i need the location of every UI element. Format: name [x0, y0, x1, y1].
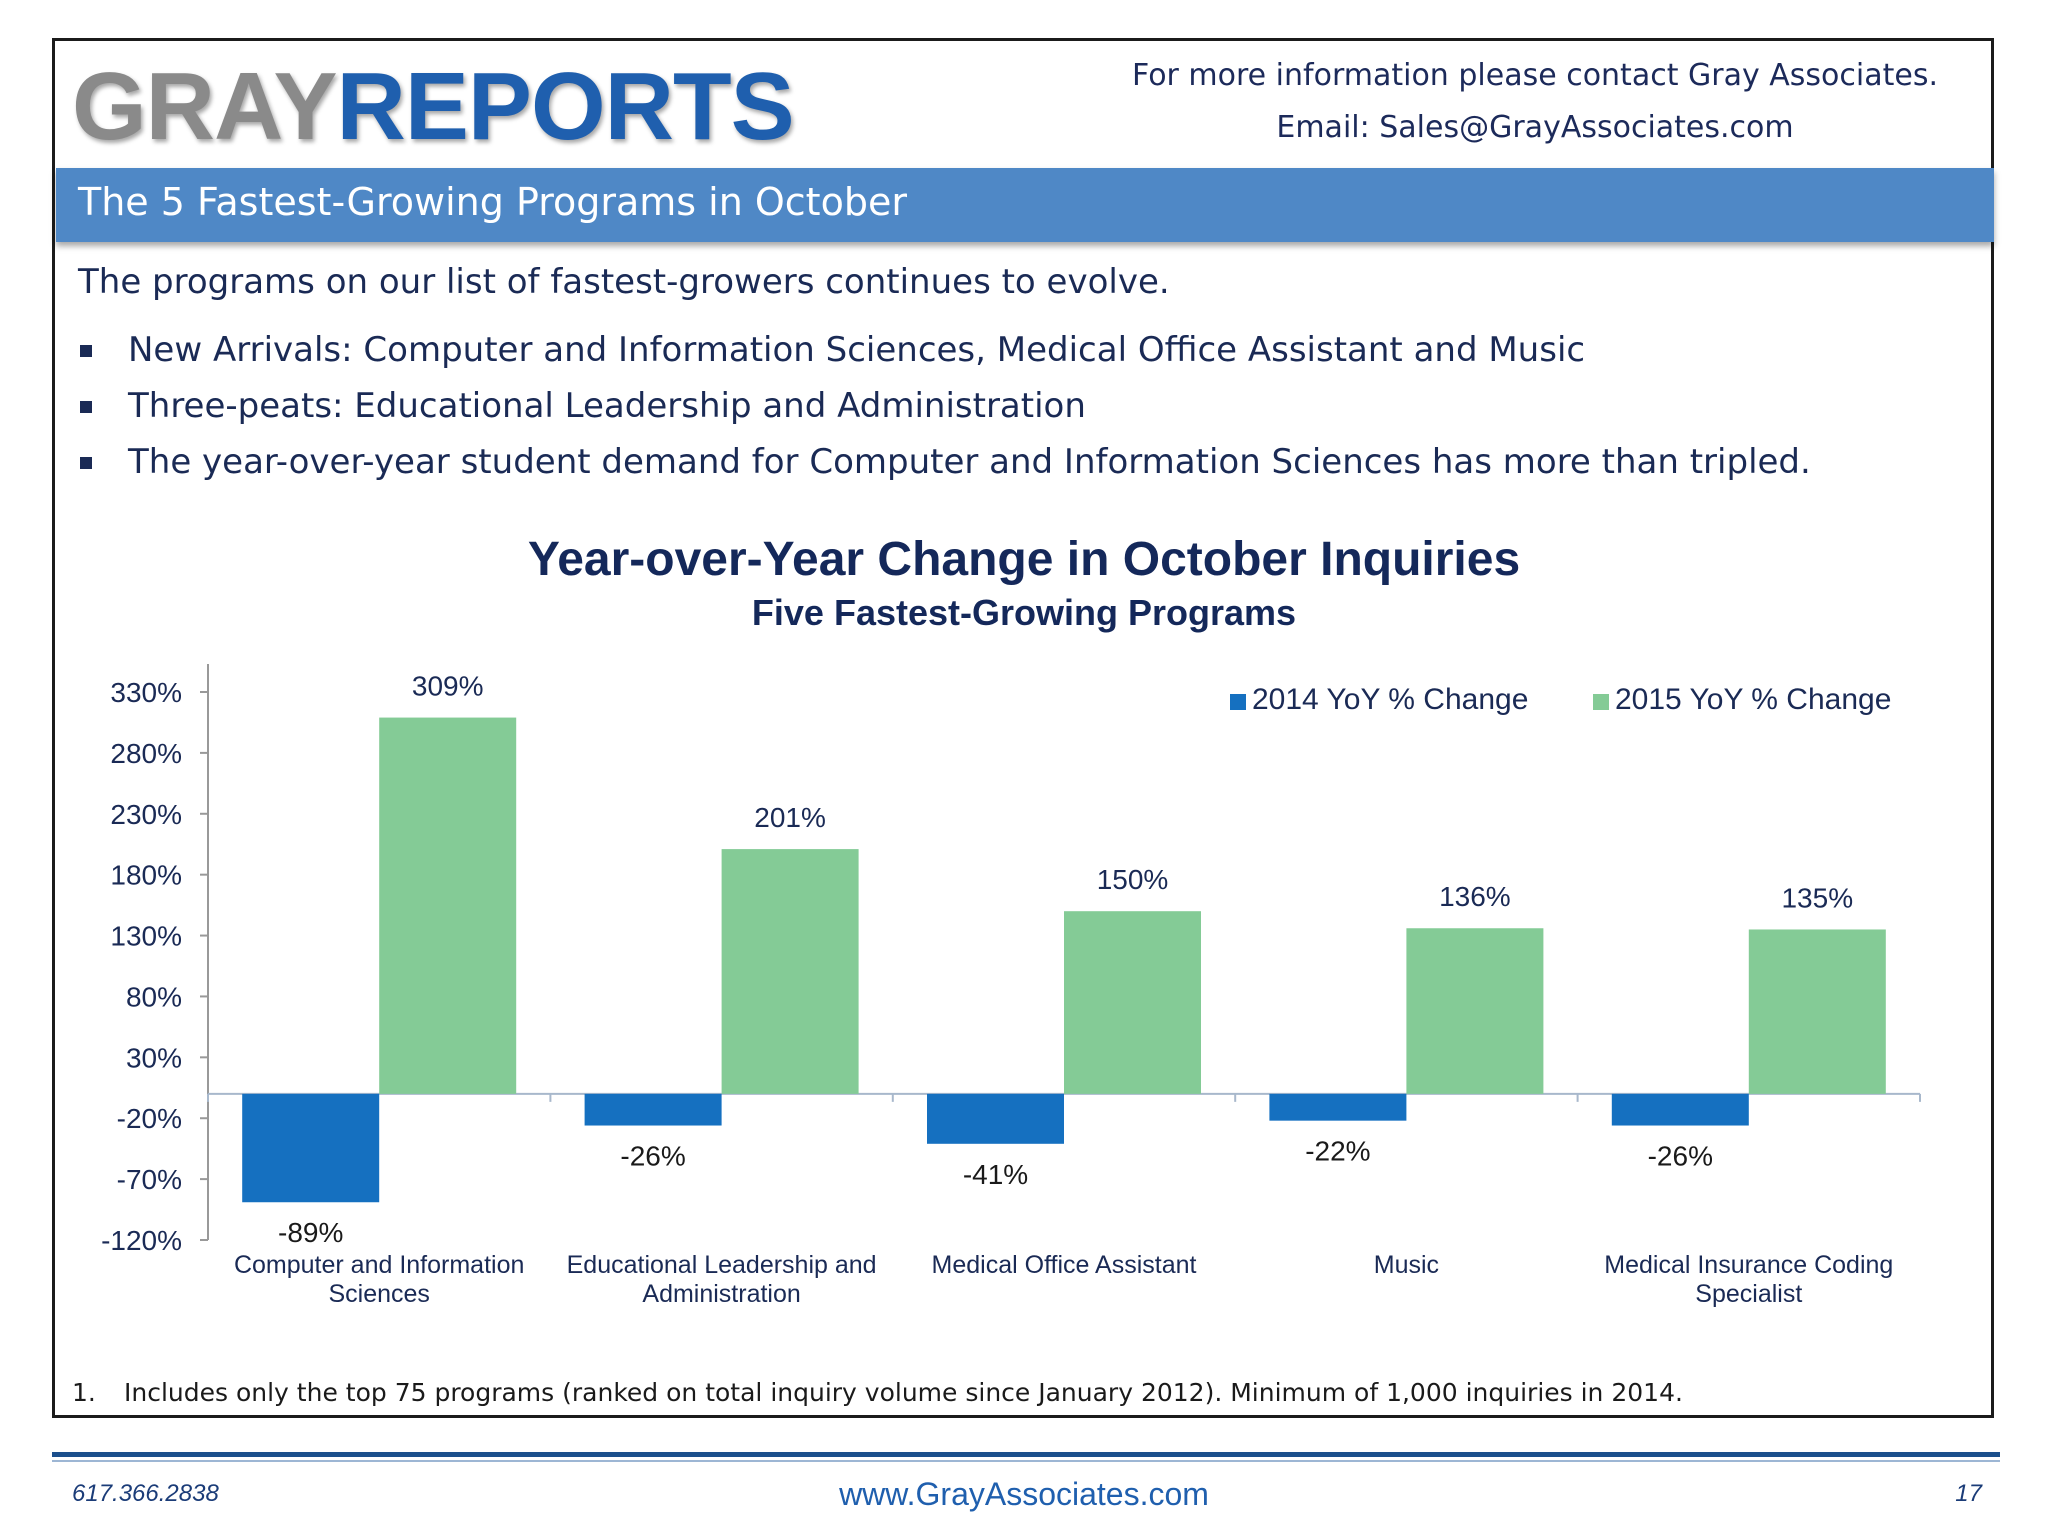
bar-2015 [379, 717, 517, 1094]
category-label: Medical Office Assistant [932, 1251, 1197, 1279]
footnote-number: 1. [72, 1378, 96, 1407]
data-label-2014: -26% [620, 1141, 685, 1172]
contact-email: Email: Sales@GrayAssociates.com [1276, 110, 1794, 145]
bar-2015 [1406, 928, 1544, 1094]
data-label-2014: -22% [1305, 1136, 1370, 1167]
footer-divider [52, 1452, 2000, 1457]
bar-2015 [1064, 911, 1201, 1094]
data-label-2015: 150% [1097, 864, 1169, 895]
bullet-item: The year-over-year student demand for Co… [78, 434, 1811, 490]
footer-phone: 617.366.2838 [72, 1480, 219, 1507]
y-tick-label: 330% [110, 677, 182, 708]
y-tick-label: -70% [117, 1164, 182, 1195]
footer-website-link[interactable]: www.GrayAssociates.com [839, 1476, 1209, 1512]
contact-line: For more information please contact Gray… [1132, 58, 1938, 93]
chart-subtitle: Five Fastest-Growing Programs [751, 592, 1297, 633]
data-label-2015: 136% [1439, 881, 1511, 912]
footnote-text: Includes only the top 75 programs (ranke… [124, 1378, 1683, 1407]
bar-2014 [1269, 1093, 1407, 1121]
legend-swatch [1230, 694, 1246, 710]
category-label: Computer and Information [234, 1251, 524, 1279]
bullet-item: New Arrivals: Computer and Information S… [78, 322, 1811, 378]
category-label: Administration [642, 1280, 800, 1308]
bullet-list: New Arrivals: Computer and Information S… [78, 322, 1811, 490]
logo-gray-text: GRAY [72, 53, 338, 160]
y-tick-label: 180% [110, 860, 182, 891]
bullet-item: Three-peats: Educational Leadership and … [78, 378, 1811, 434]
y-tick-label: 30% [126, 1042, 182, 1073]
y-tick-label: -120% [101, 1225, 182, 1256]
bar-2015 [1748, 929, 1886, 1094]
data-label-2014: -89% [278, 1217, 343, 1248]
category-label: Music [1374, 1251, 1439, 1279]
legend-label: 2014 YoY % Change [1252, 683, 1528, 716]
data-label-2015: 309% [412, 671, 484, 702]
category-label: Specialist [1695, 1280, 1802, 1308]
intro-text: The programs on our list of fastest-grow… [78, 262, 1170, 302]
bar-2014 [1611, 1093, 1749, 1126]
category-label: Educational Leadership and [567, 1251, 877, 1279]
legend-label: 2015 YoY % Change [1615, 683, 1891, 716]
bar-chart: 330% 280% 230% 180% 130% 80% 30% -20% -70% -120% -… [101, 664, 1921, 1308]
data-label-2015: 135% [1781, 882, 1853, 913]
bar-2014 [927, 1093, 1064, 1144]
y-tick-label: 230% [110, 799, 182, 830]
chart-title: Year-over-Year Change in October Inquiri… [527, 533, 1521, 586]
section-banner: The 5 Fastest-Growing Programs in Octobe… [56, 168, 1994, 242]
grayreports-logo: GRAYREPORTS [72, 52, 795, 162]
logo-reports-text: REPORTS [336, 53, 795, 160]
bar-2014 [242, 1093, 380, 1203]
y-tick-label: -20% [117, 1103, 182, 1134]
y-tick-label: 280% [110, 738, 182, 769]
y-tick-label: 80% [126, 981, 182, 1012]
legend-swatch [1593, 694, 1609, 710]
y-tick-label: 130% [110, 921, 182, 952]
footer-divider-accent [52, 1460, 2000, 1462]
data-label-2014: -26% [1648, 1141, 1713, 1172]
report-frame [52, 38, 1994, 1418]
bar-2015 [721, 849, 859, 1094]
page-number: 17 [1955, 1480, 1982, 1507]
data-label-2014: -41% [963, 1159, 1028, 1190]
category-label: Sciences [328, 1280, 429, 1308]
bar-2014 [584, 1093, 722, 1126]
footnote: 1. Includes only the top 75 programs (ran… [72, 1378, 1683, 1407]
section-title: The 5 Fastest-Growing Programs in Octobe… [78, 180, 907, 224]
category-label: Medical Insurance Coding [1604, 1251, 1893, 1279]
contact-info: For more information please contact Gray… [1132, 50, 1938, 154]
data-label-2015: 201% [754, 802, 826, 833]
